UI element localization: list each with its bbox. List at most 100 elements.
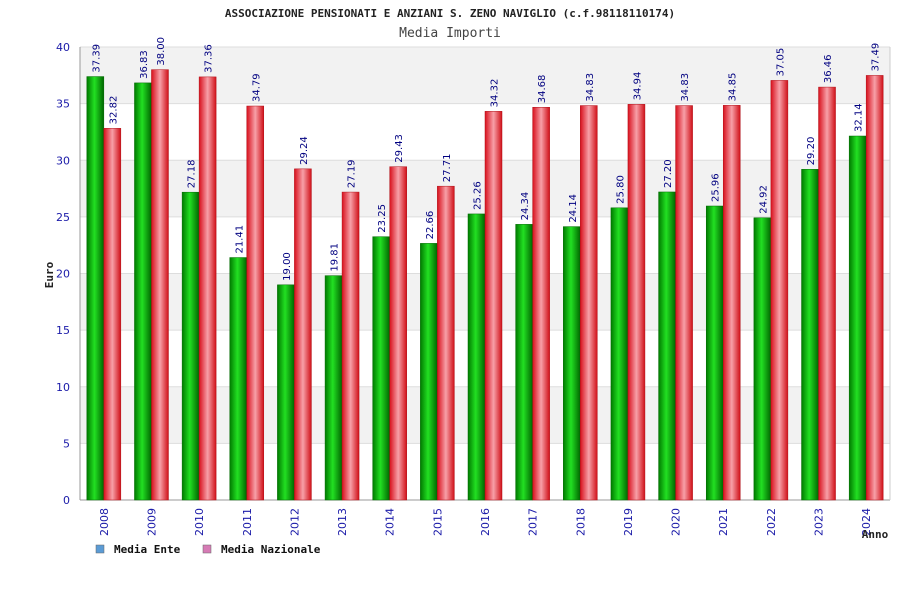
y-axis-ticks: 0 5 10 15 20 25 30 35 40 [56, 41, 70, 507]
legend-label-media-nazionale: Media Nazionale [221, 543, 321, 556]
data-label: 34.32 [490, 79, 501, 108]
y-tick-label: 15 [56, 324, 70, 337]
bar-media-ente-2013 [324, 275, 343, 501]
y-tick-label: 25 [56, 211, 70, 224]
bar-media-ente-2019 [610, 207, 629, 501]
x-tick-label: 2020 [670, 508, 683, 536]
y-tick-label: 40 [56, 41, 70, 54]
y-axis-label: Euro [43, 261, 56, 288]
x-tick-label: 2017 [527, 508, 540, 536]
bar-media-nazionale-2016 [484, 111, 503, 501]
bar-media-ente-2010 [181, 191, 200, 501]
data-label: 27.18 [187, 160, 198, 189]
data-label: 27.20 [663, 159, 674, 188]
data-label: 22.66 [425, 211, 436, 240]
bar-media-ente-2008 [86, 76, 105, 501]
bar-media-nazionale-2021 [722, 105, 741, 501]
data-label: 36.46 [823, 54, 834, 83]
bar-media-ente-2017 [515, 224, 533, 501]
chart-title: ASSOCIAZIONE PENSIONATI E ANZIANI S. ZEN… [225, 7, 675, 20]
data-label: 37.49 [871, 43, 882, 72]
legend-swatch-media-nazionale [202, 544, 212, 554]
x-tick-label: 2011 [241, 508, 254, 536]
data-label: 24.14 [568, 194, 579, 223]
legend-label-media-ente: Media Ente [114, 543, 181, 556]
data-label: 34.68 [537, 75, 548, 104]
data-label: 29.20 [806, 137, 817, 166]
bar-media-ente-2014 [372, 236, 390, 501]
y-tick-label: 30 [56, 154, 70, 167]
data-label: 19.81 [330, 243, 341, 272]
bar-media-ente-2015 [420, 243, 438, 501]
data-label: 19.00 [282, 252, 293, 281]
x-tick-label: 2015 [431, 508, 444, 536]
bar-media-ente-2022 [753, 217, 772, 501]
x-axis-label: Anno [862, 528, 889, 541]
x-tick-label: 2010 [193, 508, 206, 536]
data-label: 34.83 [585, 73, 596, 102]
data-label: 34.83 [680, 73, 691, 102]
data-label: 25.96 [711, 173, 722, 202]
bar-media-nazionale-2022 [770, 80, 789, 501]
legend-swatch-media-ente [95, 544, 105, 554]
bar-media-ente-2021 [705, 205, 724, 501]
bar-media-nazionale-2018 [580, 105, 598, 501]
x-tick-label: 2016 [479, 508, 492, 536]
bar-media-nazionale-2023 [818, 86, 836, 501]
data-label: 27.71 [442, 154, 453, 183]
bar-media-nazionale-2008 [103, 128, 122, 501]
bar-media-nazionale-2010 [198, 76, 217, 501]
data-label: 21.41 [234, 225, 245, 254]
x-tick-label: 2009 [145, 508, 158, 536]
data-label: 34.85 [728, 73, 739, 102]
chart-subtitle: Media Importi [399, 26, 501, 41]
x-tick-label: 2012 [288, 508, 301, 536]
data-label: 37.05 [775, 48, 786, 77]
x-tick-label: 2014 [384, 508, 397, 536]
bar-media-ente-2024 [848, 135, 867, 501]
bar-media-ente-2009 [134, 82, 152, 501]
bar-media-nazionale-2017 [532, 106, 550, 501]
bar-media-ente-2016 [467, 213, 486, 501]
x-tick-label: 2013 [336, 508, 349, 536]
x-tick-label: 2023 [813, 508, 826, 536]
legend: Media Ente Media Nazionale [95, 543, 321, 556]
x-tick-label: 2018 [574, 508, 587, 536]
bar-media-nazionale-2024 [865, 75, 884, 501]
data-label: 36.83 [139, 50, 150, 79]
bar-media-nazionale-2019 [627, 104, 646, 501]
bar-media-ente-2018 [563, 226, 581, 501]
data-labels-group: 37.39 32.82 36.83 38.00 27.18 37.36 21.41 34.79… [91, 37, 881, 281]
x-tick-label: 2024 [860, 508, 873, 536]
data-label: 23.25 [377, 204, 388, 233]
bar-media-ente-2020 [658, 191, 676, 501]
bar-media-ente-2023 [801, 169, 819, 501]
y-tick-label: 10 [56, 381, 70, 394]
bar-media-ente-2012 [277, 284, 295, 501]
bar-media-nazionale-2011 [246, 105, 265, 501]
x-tick-label: 2022 [765, 508, 778, 536]
bar-media-ente-2011 [229, 257, 248, 501]
bar-media-nazionale-2013 [341, 191, 360, 501]
y-tick-label: 35 [56, 98, 70, 111]
data-label: 29.43 [394, 134, 405, 163]
data-label: 25.26 [473, 181, 484, 210]
data-label: 34.79 [251, 73, 262, 102]
data-label: 32.82 [108, 96, 119, 125]
data-label: 29.24 [299, 136, 310, 165]
data-label: 32.14 [854, 103, 865, 132]
x-tick-label: 2019 [622, 508, 635, 536]
data-label: 38.00 [156, 37, 167, 66]
data-label: 27.19 [347, 159, 358, 188]
data-label: 37.36 [204, 44, 215, 73]
y-tick-label: 0 [63, 494, 70, 507]
data-label: 24.92 [758, 185, 769, 214]
x-tick-label: 2021 [717, 508, 730, 536]
bar-media-nazionale-2012 [294, 168, 312, 501]
x-axis-ticks: 2008 2009 2010 2011 2012 2013 2014 2015 2016 2017… [98, 508, 873, 536]
y-tick-label: 5 [63, 437, 70, 450]
bar-media-nazionale-2020 [675, 105, 693, 501]
x-tick-label: 2008 [98, 508, 111, 536]
data-label: 37.39 [91, 44, 102, 73]
